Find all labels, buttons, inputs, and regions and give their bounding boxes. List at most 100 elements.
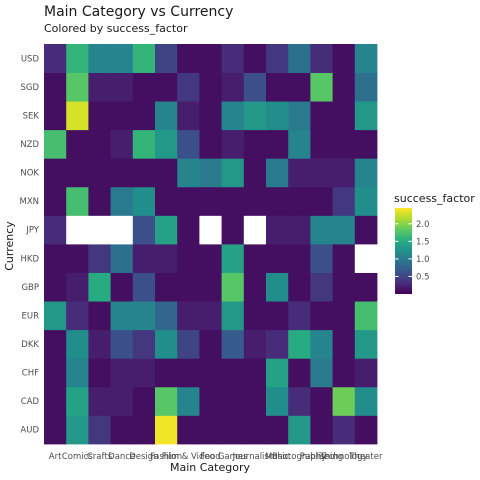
heatmap-cell [66, 129, 89, 159]
heatmap-cell [332, 301, 356, 331]
heatmap-cell [354, 44, 378, 73]
x-tick-label: Comics [62, 452, 93, 462]
heatmap-cell [177, 358, 200, 388]
heatmap-cell [88, 358, 111, 388]
heatmap-cell [132, 272, 156, 302]
chart-subtitle: Colored by success_factor [44, 22, 188, 35]
legend-tick-label: 1.0 [416, 255, 430, 265]
heatmap-cell [332, 72, 356, 102]
heatmap-cell [110, 101, 134, 131]
heatmap-cell [221, 244, 245, 273]
heatmap-cell [66, 215, 89, 245]
heatmap-cell [66, 301, 89, 331]
heatmap-cell [132, 301, 156, 331]
heatmap-cell [288, 301, 311, 331]
heatmap-cell [332, 272, 356, 302]
heatmap-cell [110, 129, 134, 159]
heatmap-cell [44, 301, 67, 331]
heatmap-cell [155, 358, 178, 388]
heatmap-cell [354, 101, 378, 131]
heatmap-cell [354, 72, 378, 102]
heatmap-cell [88, 129, 111, 159]
heatmap-cell [199, 386, 222, 416]
heatmap-cell [310, 186, 333, 216]
heatmap-cell [243, 158, 267, 188]
heatmap-cell [199, 129, 222, 159]
heatmap-cell [110, 244, 134, 273]
heatmap-cell [199, 301, 222, 331]
heatmap-cell [243, 44, 267, 73]
heatmap-cell [177, 329, 200, 359]
heatmap-cell [288, 272, 311, 302]
heatmap-cell [266, 272, 289, 302]
heatmap-cell [332, 44, 356, 73]
heatmap-cell [66, 244, 89, 273]
heatmap-cell [199, 186, 222, 216]
heatmap-cell [199, 215, 222, 245]
heatmap-cell [66, 44, 89, 73]
heatmap-cell [266, 301, 289, 331]
heatmap-cells [44, 44, 378, 445]
heatmap-cell [310, 358, 333, 388]
y-tick-label: AUD [20, 426, 39, 436]
heatmap-cell [88, 158, 111, 188]
heatmap-cell [310, 101, 333, 131]
y-tick-label: MXN [19, 197, 39, 207]
heatmap-cell [332, 186, 356, 216]
heatmap-cell [243, 329, 267, 359]
heatmap-cell [177, 272, 200, 302]
heatmap-cell [44, 329, 67, 359]
heatmap-cell [88, 215, 111, 245]
heatmap-cell [110, 301, 134, 331]
heatmap-cell [288, 129, 311, 159]
heatmap-cell [266, 101, 289, 131]
x-tick-label: Publishing [300, 452, 343, 462]
heatmap-cell [66, 186, 89, 216]
heatmap-cell [132, 215, 156, 245]
heatmap-cell [44, 272, 67, 302]
x-tick-label: Technology [319, 452, 368, 462]
heatmap-cell [288, 386, 311, 416]
heatmap-cell [310, 244, 333, 273]
heatmap-cell [44, 44, 67, 73]
heatmap-cell [132, 186, 156, 216]
heatmap-cell [243, 72, 267, 102]
heatmap-cell [310, 329, 333, 359]
heatmap-cell [88, 272, 111, 302]
y-tick-label: SGD [20, 83, 39, 93]
heatmap-cell [266, 244, 289, 273]
heatmap-cell [177, 415, 200, 445]
x-tick-label: Journalism [232, 452, 277, 462]
y-tick-label: CHF [22, 369, 39, 379]
heatmap-cell [44, 415, 67, 445]
heatmap-cell [310, 158, 333, 188]
x-tick-label: Games [218, 452, 248, 462]
heatmap-cell [155, 158, 178, 188]
y-tick-label: SEK [23, 111, 40, 121]
x-tick-label: Dance [108, 452, 135, 462]
heatmap-cell [155, 272, 178, 302]
heatmap-cell [288, 415, 311, 445]
legend-colorbar [395, 208, 412, 294]
heatmap-cell [132, 44, 156, 73]
heatmap-cell [199, 358, 222, 388]
heatmap-cell [155, 44, 178, 73]
y-tick-label: EUR [22, 311, 40, 321]
y-tick-label: USD [21, 54, 40, 64]
heatmap-cell [110, 72, 134, 102]
heatmap-cell [177, 158, 200, 188]
heatmap-cell [66, 158, 89, 188]
heatmap-cell [155, 329, 178, 359]
heatmap-cell [332, 415, 356, 445]
heatmap-cell [266, 72, 289, 102]
heatmap-cell [221, 215, 245, 245]
heatmap-cell [332, 158, 356, 188]
heatmap-cell [155, 101, 178, 131]
y-tick-label: HKD [20, 254, 39, 264]
heatmap-cell [199, 244, 222, 273]
heatmap-cell [88, 329, 111, 359]
heatmap-cell [310, 415, 333, 445]
heatmap-cell [88, 244, 111, 273]
heatmap-cell [110, 415, 134, 445]
